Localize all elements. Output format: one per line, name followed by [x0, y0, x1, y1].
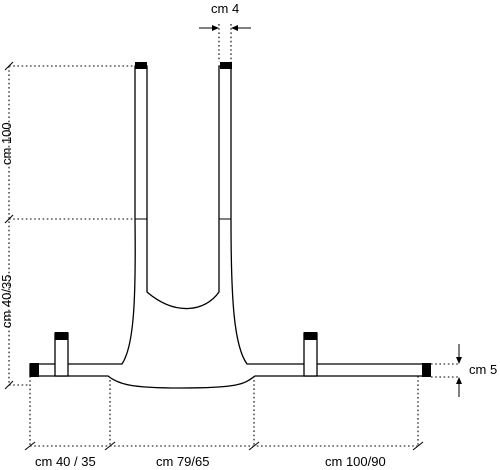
label-height-lower: cm 40/35: [0, 275, 14, 328]
label-bottom-mid: cm 79/65: [156, 454, 209, 469]
flanges: [30, 62, 431, 377]
flange-top-right: [220, 62, 232, 69]
dimension-lines: [4, 24, 462, 451]
body-outline: [29, 65, 431, 389]
fitting-body: [29, 65, 431, 389]
label-bottom-left: cm 40 / 35: [35, 454, 96, 469]
left-stub-cap: [55, 332, 68, 340]
flange-left-end: [30, 363, 39, 377]
flange-right-end: [422, 363, 431, 377]
label-top-width: cm 4: [211, 1, 239, 16]
label-height-upper: cm 100: [0, 122, 14, 165]
label-thickness-right: cm 5: [469, 362, 497, 377]
flange-top-left: [135, 62, 147, 69]
right-stub-cap: [304, 332, 317, 340]
label-bottom-right: cm 100/90: [325, 454, 386, 469]
